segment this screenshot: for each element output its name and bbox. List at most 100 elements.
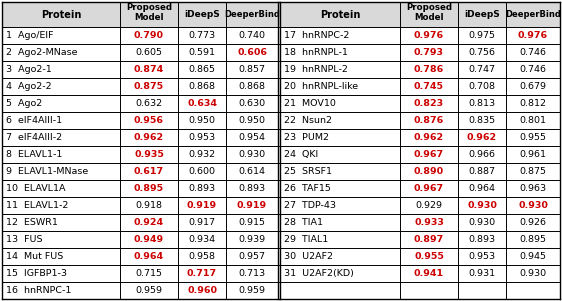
Text: 30  U2AF2: 30 U2AF2: [284, 252, 333, 261]
Text: DeeperBind: DeeperBind: [505, 10, 561, 19]
Text: 12  ESWR1: 12 ESWR1: [6, 218, 58, 227]
Text: 0.932: 0.932: [188, 150, 216, 159]
Text: 0.962: 0.962: [134, 133, 164, 142]
Text: 0.929: 0.929: [415, 201, 442, 210]
Text: 0.630: 0.630: [238, 99, 266, 108]
Text: 0.918: 0.918: [135, 201, 162, 210]
Text: 0.876: 0.876: [414, 116, 444, 125]
Text: 0.935: 0.935: [134, 150, 164, 159]
Text: iDeepS: iDeepS: [464, 10, 500, 19]
Text: 0.959: 0.959: [135, 286, 162, 295]
Text: 0.941: 0.941: [414, 269, 444, 278]
Text: 0.790: 0.790: [134, 31, 164, 40]
Text: 20  hnRNPL-like: 20 hnRNPL-like: [284, 82, 358, 92]
Text: 0.959: 0.959: [238, 286, 265, 295]
Text: 0.924: 0.924: [134, 218, 164, 227]
Text: 18  hnRNPL-1: 18 hnRNPL-1: [284, 48, 348, 57]
Text: 0.632: 0.632: [135, 99, 162, 108]
Text: 0.957: 0.957: [238, 252, 265, 261]
Text: 0.945: 0.945: [519, 252, 546, 261]
Text: 0.930: 0.930: [238, 150, 266, 159]
Bar: [2, 2, 560, 27]
Text: 14  Mut FUS: 14 Mut FUS: [6, 252, 64, 261]
Text: 10  ELAVL1A: 10 ELAVL1A: [6, 184, 66, 193]
Text: 0.963: 0.963: [519, 184, 547, 193]
Text: 28  TIA1: 28 TIA1: [284, 218, 323, 227]
Text: 0.961: 0.961: [519, 150, 546, 159]
Text: 0.747: 0.747: [469, 65, 496, 74]
Text: 0.634: 0.634: [187, 99, 217, 108]
Text: 0.786: 0.786: [414, 65, 444, 74]
Text: 0.614: 0.614: [238, 167, 265, 176]
Text: 0.930: 0.930: [467, 201, 497, 210]
Text: 0.773: 0.773: [188, 31, 216, 40]
Text: 0.591: 0.591: [188, 48, 215, 57]
Text: Protein: Protein: [41, 10, 81, 20]
Text: 0.953: 0.953: [469, 252, 496, 261]
Text: 0.950: 0.950: [238, 116, 265, 125]
Text: 0.746: 0.746: [519, 65, 546, 74]
Text: 22  Nsun2: 22 Nsun2: [284, 116, 332, 125]
Text: 0.962: 0.962: [467, 133, 497, 142]
Text: 0.976: 0.976: [414, 31, 444, 40]
Text: 0.962: 0.962: [414, 133, 444, 142]
Text: 0.793: 0.793: [414, 48, 444, 57]
Text: 0.746: 0.746: [519, 48, 546, 57]
Text: 5  Ago2: 5 Ago2: [6, 99, 42, 108]
Text: 0.939: 0.939: [238, 235, 266, 244]
Text: 0.895: 0.895: [519, 235, 546, 244]
Text: 0.964: 0.964: [134, 252, 164, 261]
Text: 0.605: 0.605: [135, 48, 162, 57]
Text: 0.919: 0.919: [237, 201, 267, 210]
Text: 0.865: 0.865: [188, 65, 215, 74]
Text: 0.955: 0.955: [519, 133, 546, 142]
Text: 0.875: 0.875: [134, 82, 164, 92]
Text: 0.717: 0.717: [187, 269, 217, 278]
Text: 0.960: 0.960: [187, 286, 217, 295]
Text: Proposed
Model: Proposed Model: [406, 3, 452, 23]
Text: 26  TAF15: 26 TAF15: [284, 184, 331, 193]
Text: 0.713: 0.713: [238, 269, 266, 278]
Text: 8  ELAVL1-1: 8 ELAVL1-1: [6, 150, 62, 159]
Text: 29  TIAL1: 29 TIAL1: [284, 235, 328, 244]
Text: 0.740: 0.740: [238, 31, 265, 40]
Text: 0.930: 0.930: [519, 269, 547, 278]
Text: 0.926: 0.926: [519, 218, 546, 227]
Text: 0.950: 0.950: [188, 116, 215, 125]
Text: 17  hnRNPC-2: 17 hnRNPC-2: [284, 31, 350, 40]
Text: 16  hnRNPC-1: 16 hnRNPC-1: [6, 286, 71, 295]
Text: 11  ELAVL1-2: 11 ELAVL1-2: [6, 201, 69, 210]
Text: 0.976: 0.976: [518, 31, 548, 40]
Text: 0.868: 0.868: [238, 82, 265, 92]
Text: 0.813: 0.813: [469, 99, 496, 108]
Text: 0.930: 0.930: [469, 218, 496, 227]
Text: 0.874: 0.874: [134, 65, 164, 74]
Text: 0.958: 0.958: [188, 252, 215, 261]
Text: 25  SRSF1: 25 SRSF1: [284, 167, 332, 176]
Text: 21  MOV10: 21 MOV10: [284, 99, 336, 108]
Text: 4  Ago2-2: 4 Ago2-2: [6, 82, 52, 92]
Text: 3  Ago2-1: 3 Ago2-1: [6, 65, 52, 74]
Text: 19  hnRNPL-2: 19 hnRNPL-2: [284, 65, 348, 74]
Text: 0.708: 0.708: [469, 82, 496, 92]
Text: 1  Ago/EIF: 1 Ago/EIF: [6, 31, 53, 40]
Text: 0.930: 0.930: [518, 201, 548, 210]
Text: 0.967: 0.967: [414, 184, 444, 193]
Text: 0.890: 0.890: [414, 167, 444, 176]
Text: Protein: Protein: [320, 10, 360, 20]
Text: 7  eIF4AIII-2: 7 eIF4AIII-2: [6, 133, 62, 142]
Text: 9  ELAVL1-MNase: 9 ELAVL1-MNase: [6, 167, 88, 176]
Text: 0.919: 0.919: [187, 201, 217, 210]
Text: 0.617: 0.617: [134, 167, 164, 176]
Text: 0.915: 0.915: [238, 218, 265, 227]
Text: 27  TDP-43: 27 TDP-43: [284, 201, 336, 210]
Text: 0.812: 0.812: [519, 99, 546, 108]
Text: 0.835: 0.835: [469, 116, 496, 125]
Text: 6  eIF4AIII-1: 6 eIF4AIII-1: [6, 116, 62, 125]
Text: 0.895: 0.895: [134, 184, 164, 193]
Text: 24  QKI: 24 QKI: [284, 150, 318, 159]
Text: 0.949: 0.949: [134, 235, 164, 244]
Text: 0.756: 0.756: [469, 48, 496, 57]
Text: 13  FUS: 13 FUS: [6, 235, 43, 244]
Text: 0.964: 0.964: [469, 184, 496, 193]
